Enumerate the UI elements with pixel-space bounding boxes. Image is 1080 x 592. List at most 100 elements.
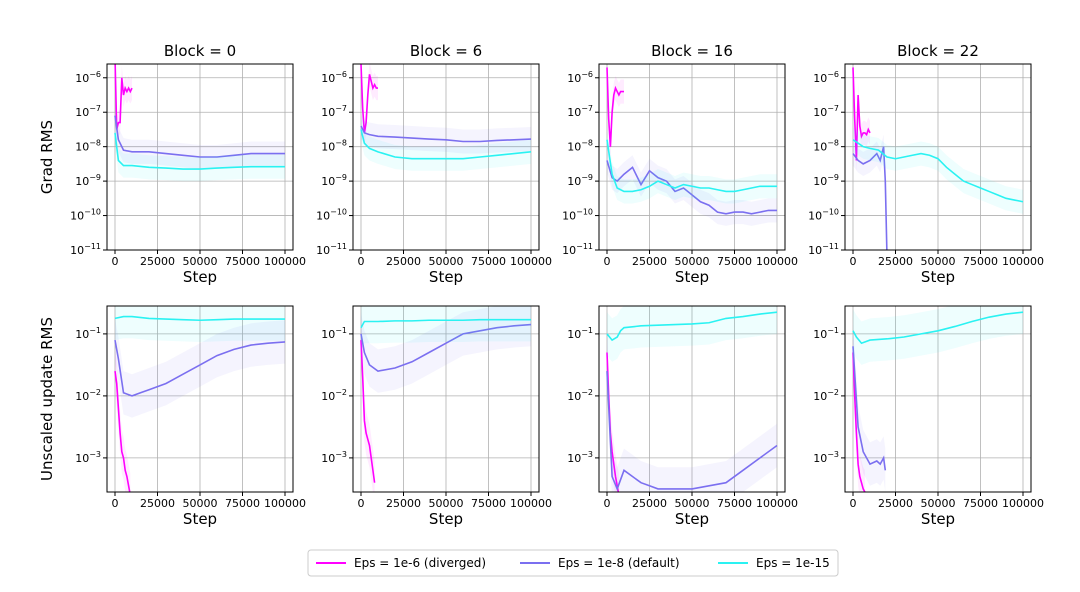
x-tick-label: 25000	[878, 497, 913, 510]
y-tick-label: 10−9	[75, 173, 101, 188]
x-axis-title: Step	[183, 510, 217, 528]
axes-frame	[352, 63, 540, 251]
x-tick-label: 0	[604, 497, 611, 510]
y-tick-label: 10−1	[813, 326, 839, 341]
series-line	[852, 146, 888, 250]
x-tick-label: 75000	[471, 497, 506, 510]
series-line	[852, 139, 1024, 203]
y-tick-label: 10−1	[321, 326, 347, 341]
series-band	[853, 127, 1023, 214]
x-tick-label: 25000	[140, 255, 175, 268]
x-tick-label: 0	[604, 255, 611, 268]
y-tick-label: 10−10	[70, 208, 101, 223]
y-tick-label: 10−6	[567, 70, 593, 85]
x-tick-label: 100000	[756, 497, 798, 510]
x-tick-label: 50000	[183, 255, 218, 268]
x-tick-label: 0	[850, 497, 857, 510]
y-tick-label: 10−11	[562, 242, 593, 257]
axes-frame	[352, 305, 540, 493]
y-tick-label: 10−8	[567, 139, 593, 154]
axes-frame	[844, 63, 1032, 251]
x-axis-title: Step	[921, 268, 955, 286]
series-band	[361, 306, 531, 350]
x-axis-title: Step	[183, 268, 217, 286]
series-band	[361, 306, 531, 393]
legend-label: Eps = 1e-15	[756, 556, 830, 570]
x-tick-label: 100000	[756, 255, 798, 268]
x-tick-label: 100000	[1002, 497, 1044, 510]
x-tick-label: 25000	[140, 497, 175, 510]
x-tick-label: 0	[112, 255, 119, 268]
x-tick-label: 75000	[963, 497, 998, 510]
legend-label: Eps = 1e-8 (default)	[558, 556, 680, 570]
x-tick-label: 75000	[963, 255, 998, 268]
x-tick-label: 75000	[717, 255, 752, 268]
y-tick-label: 10−3	[813, 450, 839, 465]
series-band	[361, 318, 375, 492]
y-tick-label: 10−1	[567, 326, 593, 341]
x-tick-label: 50000	[675, 255, 710, 268]
series-line	[852, 67, 871, 161]
subplot: 10−11 10−10 10−9 10−8 10−7 10−6 0 25000 50000 750…	[562, 63, 798, 286]
x-tick-label: 0	[358, 497, 365, 510]
series-line	[606, 67, 624, 147]
series-band	[115, 120, 285, 182]
panel-title: Block = 22	[897, 42, 979, 60]
x-tick-label: 75000	[225, 497, 260, 510]
y-tick-label: 10−11	[808, 242, 839, 257]
axes-frame	[106, 63, 294, 251]
series-band	[853, 324, 886, 492]
subplot: 10−3 10−2 10−1 0 25000 50000 75000 100000 Step	[567, 305, 798, 528]
panel-title: Block = 16	[651, 42, 733, 60]
y-tick-label: 10−1	[75, 326, 101, 341]
series-line	[360, 340, 376, 483]
panel-title: Block = 0	[164, 42, 236, 60]
x-tick-label: 75000	[717, 497, 752, 510]
y-tick-label: 10−3	[321, 450, 347, 465]
axes-frame	[106, 305, 294, 493]
x-axis-title: Step	[429, 268, 463, 286]
series-line	[360, 64, 378, 134]
y-tick-label: 10−9	[813, 173, 839, 188]
y-tick-label: 10−3	[567, 450, 593, 465]
y-tick-label: 10−9	[321, 173, 347, 188]
series-line	[852, 311, 1024, 345]
series-line	[360, 318, 531, 329]
series-line	[852, 346, 887, 471]
axes-frame	[844, 305, 1032, 493]
y-tick-label: 10−6	[813, 70, 839, 85]
x-tick-label: 100000	[510, 497, 552, 510]
series-line	[852, 352, 866, 492]
x-tick-label: 25000	[878, 255, 913, 268]
y-tick-label: 10−2	[813, 388, 839, 403]
x-tick-label: 50000	[921, 497, 956, 510]
x-tick-label: 25000	[632, 497, 667, 510]
y-tick-label: 10−7	[321, 104, 347, 119]
series-band	[115, 306, 285, 342]
x-tick-label: 50000	[183, 497, 218, 510]
series-line	[114, 115, 285, 158]
series-line	[606, 311, 778, 342]
subplot: 10−3 10−2 10−1 0 25000 50000 75000 100000 Step	[321, 305, 552, 528]
x-axis-title: Step	[429, 510, 463, 528]
x-tick-label: 75000	[225, 255, 260, 268]
series-line	[606, 139, 777, 193]
y-tick-label: 10−7	[567, 104, 593, 119]
y-tick-label: 10−8	[321, 139, 347, 154]
x-axis-title: Step	[921, 510, 955, 528]
y-tick-label: 10−2	[75, 388, 101, 403]
series-band	[853, 64, 870, 173]
x-tick-label: 50000	[429, 497, 464, 510]
series-band	[607, 127, 777, 204]
series-line	[606, 371, 778, 492]
series-line	[114, 64, 133, 130]
subplot: 10−11 10−10 10−9 10−8 10−7 10−6 0 25000 50000 750…	[808, 63, 1044, 286]
series-band	[607, 306, 777, 362]
x-tick-label: 0	[358, 255, 365, 268]
series-band	[853, 306, 1023, 365]
x-tick-label: 0	[112, 497, 119, 510]
y-tick-label: 10−3	[75, 450, 101, 465]
y-tick-label: 10−11	[70, 242, 101, 257]
y-tick-label: 10−7	[75, 104, 101, 119]
